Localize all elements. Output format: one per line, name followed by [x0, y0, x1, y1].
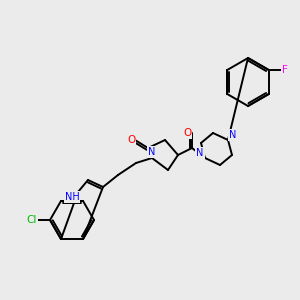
Text: Cl: Cl	[27, 215, 37, 225]
Text: O: O	[127, 135, 135, 145]
Text: O: O	[183, 128, 191, 138]
Text: NH: NH	[64, 192, 80, 202]
Text: N: N	[148, 147, 156, 157]
Text: F: F	[282, 65, 288, 75]
Text: N: N	[229, 130, 237, 140]
Text: N: N	[196, 148, 204, 158]
